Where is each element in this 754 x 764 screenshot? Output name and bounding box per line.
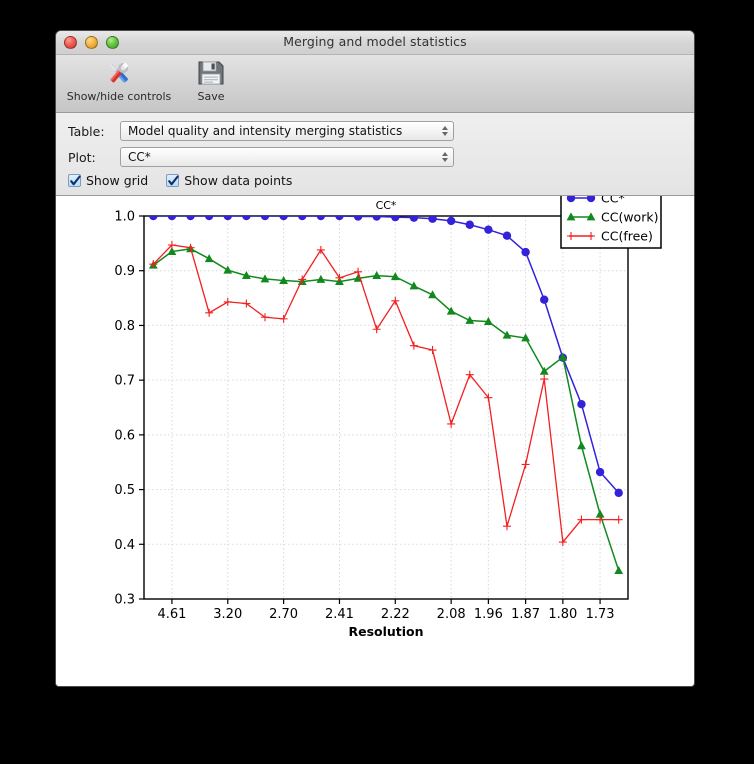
svg-text:0.9: 0.9 bbox=[114, 264, 135, 279]
chevron-updown-icon bbox=[442, 126, 448, 136]
svg-text:0.5: 0.5 bbox=[114, 483, 135, 498]
series-2 bbox=[149, 240, 623, 547]
svg-text:CC*: CC* bbox=[601, 196, 625, 206]
svg-text:1.0: 1.0 bbox=[114, 210, 135, 225]
svg-text:1.96: 1.96 bbox=[474, 607, 503, 622]
svg-text:2.41: 2.41 bbox=[325, 607, 354, 622]
plot-selector-row: Plot: CC* bbox=[68, 147, 694, 167]
svg-text:0.6: 0.6 bbox=[114, 428, 135, 443]
svg-text:1.87: 1.87 bbox=[511, 607, 540, 622]
toolbar: Show/hide controls Save bbox=[56, 55, 694, 113]
svg-text:2.08: 2.08 bbox=[437, 607, 466, 622]
controls-panel: Table: Model quality and intensity mergi… bbox=[56, 113, 694, 196]
svg-text:0.8: 0.8 bbox=[114, 319, 135, 334]
svg-text:2.22: 2.22 bbox=[381, 607, 410, 622]
chart-legend: CC* CC(work) CC(free) bbox=[560, 196, 662, 249]
window-controls bbox=[64, 36, 119, 49]
series-0 bbox=[149, 216, 623, 498]
svg-text:0.3: 0.3 bbox=[114, 593, 135, 608]
plot-canvas: 0.3 0.4 0.5 0.6 0.7 0.8 0.9 1.0 4.61 3.20 2.70 2.41… bbox=[56, 196, 694, 686]
svg-text:1.73: 1.73 bbox=[586, 607, 615, 622]
svg-text:CC(free): CC(free) bbox=[601, 229, 653, 244]
show-grid-label: Show grid bbox=[86, 173, 149, 188]
cc-star-chart: 0.3 0.4 0.5 0.6 0.7 0.8 0.9 1.0 4.61 3.20 2.70 2.41… bbox=[114, 196, 662, 639]
svg-text:0.7: 0.7 bbox=[114, 374, 135, 389]
checkbox-row: Show grid Show data points bbox=[68, 173, 694, 188]
plot-label: Plot: bbox=[68, 149, 96, 165]
window-titlebar: Merging and model statistics bbox=[56, 31, 694, 55]
show-grid-checkbox[interactable]: Show grid bbox=[68, 173, 148, 188]
app-window: Merging and model statistics bbox=[55, 30, 695, 687]
tools-icon bbox=[103, 58, 135, 88]
zoom-button[interactable] bbox=[106, 36, 119, 49]
series-1 bbox=[148, 244, 624, 574]
table-label: Table: bbox=[68, 123, 105, 139]
plot-dropdown-value: CC* bbox=[128, 150, 151, 164]
window-title: Merging and model statistics bbox=[283, 34, 467, 49]
table-selector-row: Table: Model quality and intensity mergi… bbox=[68, 121, 694, 141]
show-data-points-checkbox[interactable]: Show data points bbox=[166, 173, 292, 188]
grid-lines bbox=[144, 216, 628, 599]
table-dropdown-value: Model quality and intensity merging stat… bbox=[128, 124, 403, 138]
axes-frame bbox=[143, 215, 629, 600]
svg-text:1.80: 1.80 bbox=[548, 607, 577, 622]
checkmark-icon bbox=[166, 174, 180, 187]
svg-text:3.20: 3.20 bbox=[213, 607, 242, 622]
show-hide-controls-label: Show/hide controls bbox=[66, 90, 172, 103]
close-button[interactable] bbox=[64, 36, 77, 49]
chevron-updown-icon bbox=[442, 152, 448, 162]
x-axis: 4.61 3.20 2.70 2.41 2.22 2.08 1.96 1.87 1.80 1.73 bbox=[157, 599, 615, 622]
svg-text:CC(work): CC(work) bbox=[601, 210, 658, 225]
save-label: Save bbox=[197, 90, 225, 103]
svg-text:0.4: 0.4 bbox=[114, 538, 135, 553]
show-data-points-label: Show data points bbox=[184, 173, 293, 188]
save-button[interactable]: Save bbox=[174, 58, 248, 103]
x-axis-label: Resolution bbox=[348, 624, 423, 639]
svg-text:4.61: 4.61 bbox=[157, 607, 186, 622]
plot-dropdown[interactable]: CC* bbox=[120, 147, 454, 167]
checkmark-icon bbox=[68, 174, 81, 187]
series-group bbox=[148, 216, 624, 574]
chart-title: CC* bbox=[376, 199, 397, 212]
show-hide-controls-button[interactable]: Show/hide controls bbox=[67, 58, 171, 103]
svg-text:2.70: 2.70 bbox=[269, 607, 298, 622]
y-axis: 0.3 0.4 0.5 0.6 0.7 0.8 0.9 1.0 bbox=[114, 210, 144, 608]
minimize-button[interactable] bbox=[85, 36, 98, 49]
table-dropdown[interactable]: Model quality and intensity merging stat… bbox=[120, 121, 454, 141]
floppy-disk-icon bbox=[197, 58, 225, 88]
